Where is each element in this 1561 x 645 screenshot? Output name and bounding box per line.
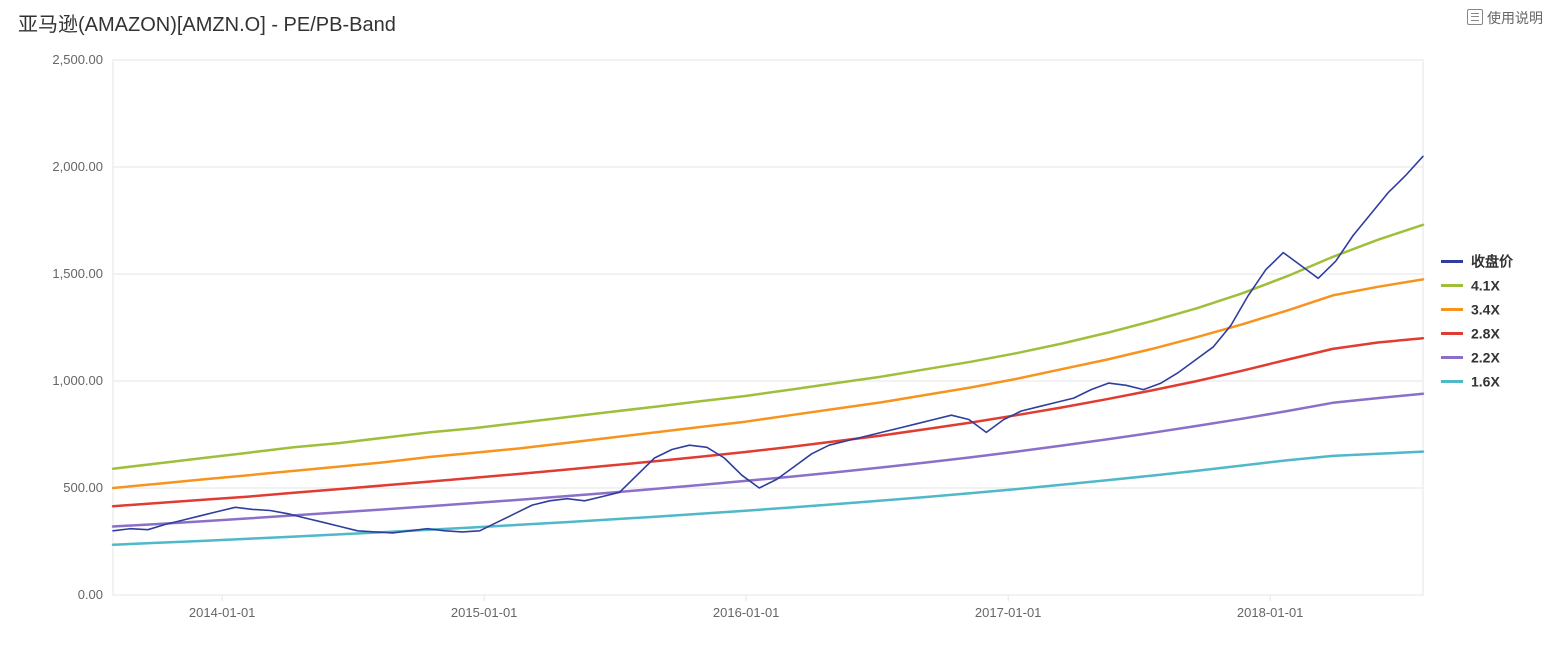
series-band41 bbox=[113, 225, 1423, 469]
legend-item-band22[interactable]: 2.2X bbox=[1441, 350, 1500, 366]
legend-item-band28[interactable]: 2.8X bbox=[1441, 326, 1500, 342]
y-tick-label: 1,000.00 bbox=[52, 373, 103, 388]
y-tick-label: 500.00 bbox=[63, 480, 103, 495]
legend-label: 4.1X bbox=[1471, 278, 1500, 294]
y-tick-label: 2,000.00 bbox=[52, 159, 103, 174]
x-tick-label: 2014-01-01 bbox=[189, 605, 256, 620]
x-tick-label: 2015-01-01 bbox=[451, 605, 518, 620]
legend-label: 3.4X bbox=[1471, 302, 1500, 318]
legend-label: 收盘价 bbox=[1471, 254, 1514, 270]
series-band34 bbox=[113, 279, 1423, 488]
help-label: 使用说明 bbox=[1487, 10, 1543, 26]
legend-item-close[interactable]: 收盘价 bbox=[1441, 254, 1514, 270]
x-tick-label: 2016-01-01 bbox=[713, 605, 780, 620]
legend-item-band41[interactable]: 4.1X bbox=[1441, 278, 1500, 294]
pe-pb-band-chart: 0.00 500.00 1,000.00 1,500.00 2,000.00 2,500.… bbox=[18, 48, 1543, 633]
y-tick-label: 2,500.00 bbox=[52, 52, 103, 67]
y-tick-label: 0.00 bbox=[78, 587, 103, 602]
y-tick-label: 1,500.00 bbox=[52, 266, 103, 281]
document-icon bbox=[1467, 9, 1483, 25]
help-button[interactable]: 使用说明 bbox=[1467, 8, 1543, 28]
x-tick-label: 2018-01-01 bbox=[1237, 605, 1304, 620]
chart-title: 亚马逊(AMAZON)[AMZN.O] - PE/PB-Band bbox=[18, 14, 396, 36]
x-tick-label: 2017-01-01 bbox=[975, 605, 1042, 620]
series-band16 bbox=[113, 452, 1423, 545]
legend-item-band34[interactable]: 3.4X bbox=[1441, 302, 1500, 318]
legend-label: 1.6X bbox=[1471, 374, 1500, 390]
series-band22 bbox=[113, 394, 1423, 527]
series-close bbox=[113, 156, 1423, 533]
legend-label: 2.2X bbox=[1471, 350, 1500, 366]
legend-label: 2.8X bbox=[1471, 326, 1500, 342]
legend-item-band16[interactable]: 1.6X bbox=[1441, 374, 1500, 390]
